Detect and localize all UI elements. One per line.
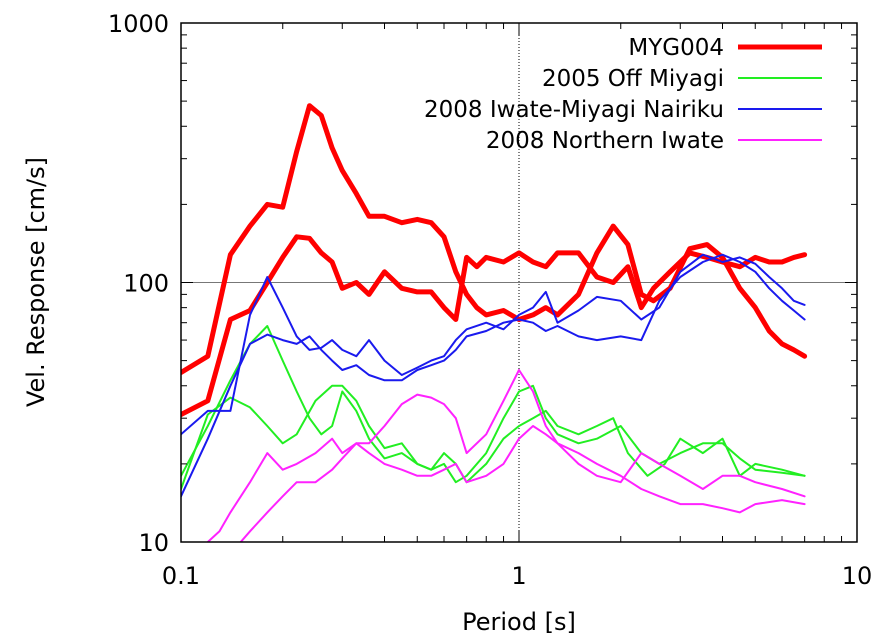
series-line-3 [181, 384, 806, 490]
legend-label: 2008 Iwate-Miyagi Nairiku [424, 97, 724, 123]
axis-tick-labels: 0.1 1 10 10 100 1000 [108, 10, 872, 590]
reference-lines [181, 23, 857, 542]
x-tick-label: 0.1 [162, 562, 200, 590]
legend: MYG004 2005 Off Miyagi 2008 Iwate-Miyagi N… [424, 35, 822, 154]
x-tick-label: 1 [511, 562, 526, 590]
x-axis-label: Period [s] [462, 608, 576, 636]
series-line-2 [181, 325, 806, 484]
series-line-5 [181, 253, 806, 498]
y-axis-label: Vel. Response [cm/s] [22, 157, 50, 407]
series-layer [181, 103, 808, 542]
x-tick-label: 10 [842, 562, 873, 590]
legend-label: 2005 Off Miyagi [542, 66, 724, 92]
series-line-6 [206, 369, 806, 542]
legend-label: 2008 Northern Iwate [486, 128, 724, 154]
series-line-7 [239, 425, 806, 542]
series-line-0 [181, 103, 808, 375]
y-tick-label: 1000 [108, 10, 169, 38]
axis-ticks [180, 23, 857, 543]
y-tick-label: 100 [123, 270, 169, 298]
legend-label: MYG004 [628, 35, 724, 61]
y-tick-label: 10 [138, 529, 169, 557]
series-line-1 [181, 234, 808, 417]
